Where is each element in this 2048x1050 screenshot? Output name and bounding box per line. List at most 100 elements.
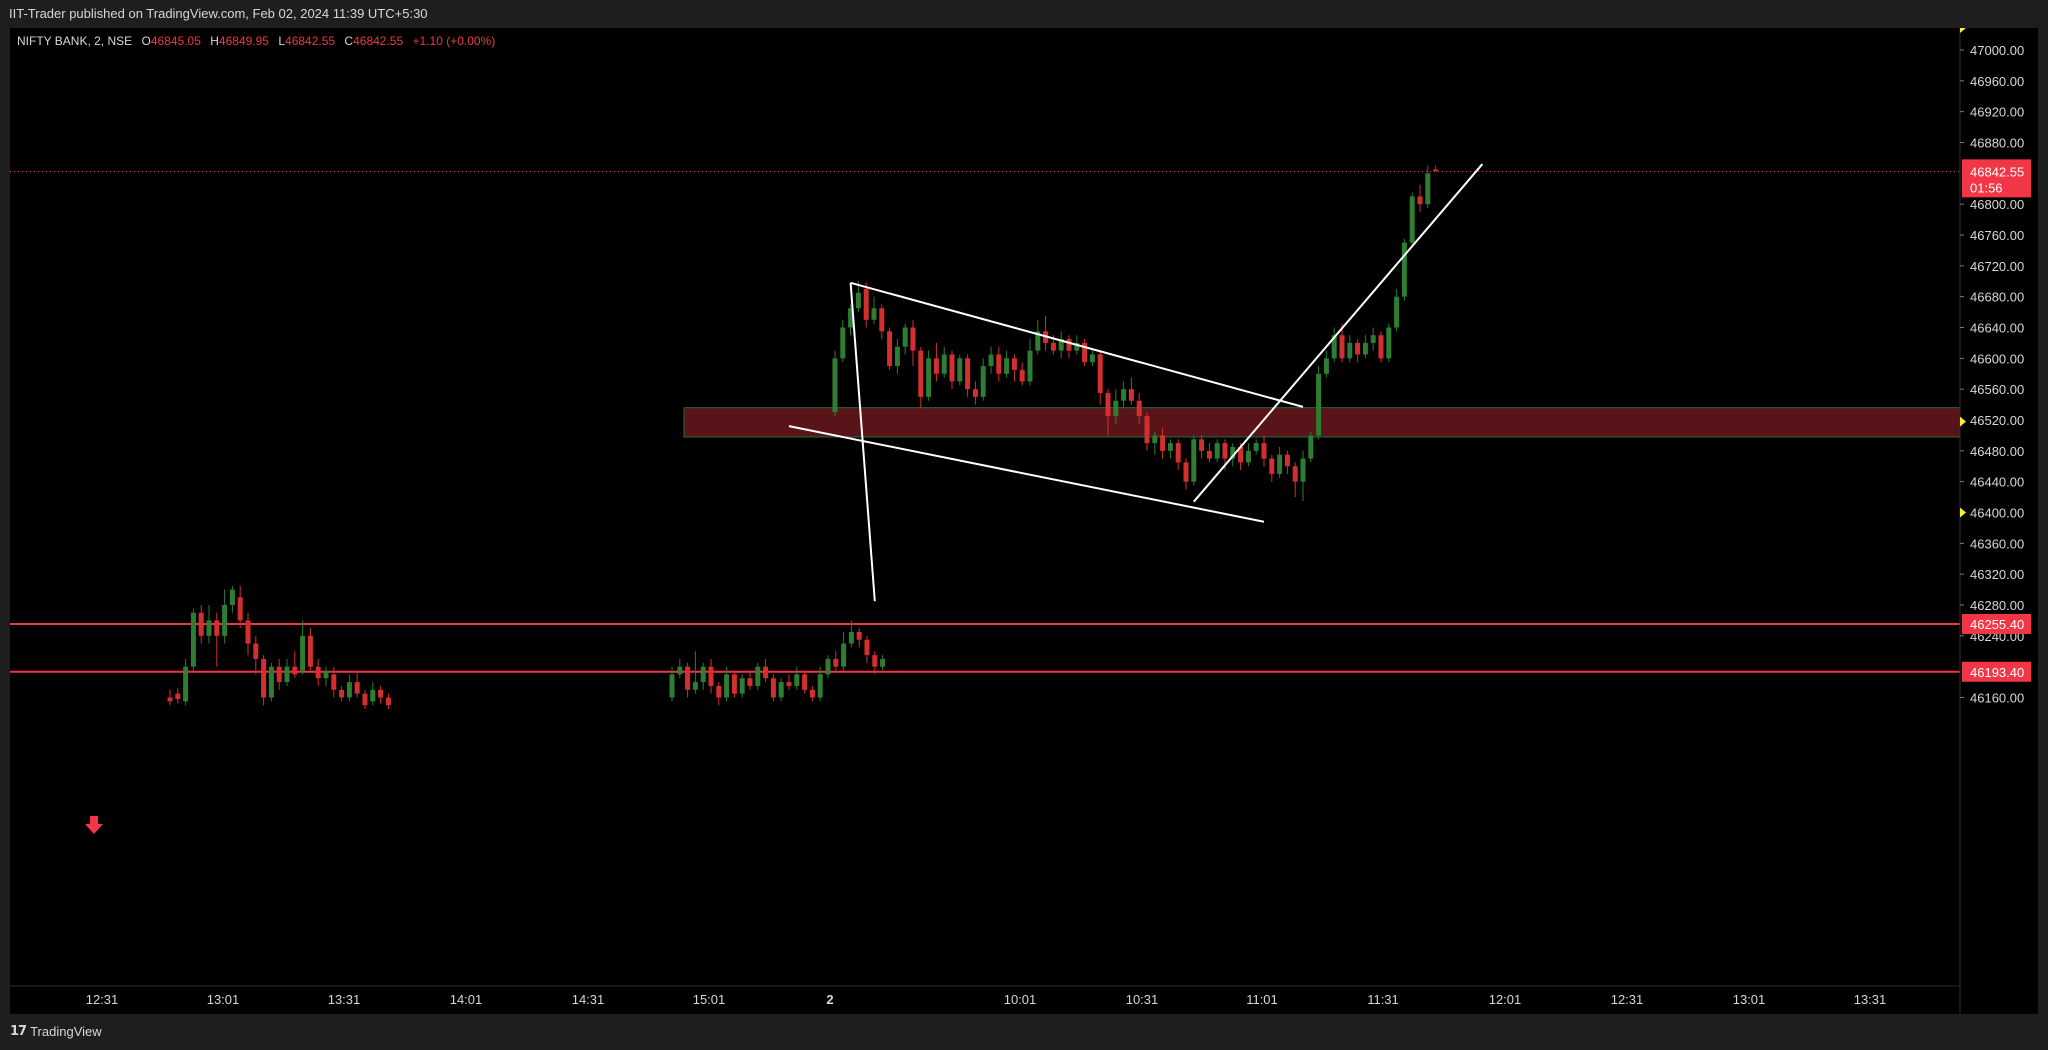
time-tick-label: 13:31 (1854, 992, 1887, 1007)
candle-body (222, 605, 228, 636)
trendline[interactable] (788, 425, 1265, 523)
candlestick-chart[interactable]: 47000.00 46960.00 46920.00 46880.00 46800.00… (10, 28, 2038, 1014)
candle-body (1323, 358, 1329, 374)
candle-body (307, 635, 313, 667)
candle-body (1331, 335, 1337, 359)
candle-body (1082, 342, 1088, 363)
last-price-badge (1962, 159, 2031, 198)
candle-body (214, 620, 220, 636)
down-arrow-icon[interactable] (85, 816, 103, 834)
candle-body (1409, 196, 1415, 243)
candle-body (988, 354, 994, 367)
candle-body (685, 666, 691, 690)
candle-body (1167, 443, 1173, 451)
candle-body (331, 674, 337, 690)
time-tick-label: 13:31 (328, 992, 361, 1007)
price-tick-label: 46760.00 (1970, 228, 2024, 243)
candle-body (1370, 335, 1376, 343)
price-tick-label: 46480.00 (1970, 444, 2024, 459)
candle-body (880, 658, 886, 667)
support-zone-box[interactable] (683, 407, 1961, 438)
time-tick-label: 14:31 (572, 992, 605, 1007)
level-price-badge (1962, 613, 2031, 634)
candle-body (1378, 335, 1384, 359)
candle-body (183, 666, 189, 702)
price-tick-label: 47000.00 (1970, 43, 2024, 58)
trendline[interactable] (850, 281, 1304, 408)
candle-body (315, 666, 321, 679)
candle-body (1050, 342, 1056, 351)
close-value: 46842.55 (353, 34, 404, 48)
time-tick-label: 12:01 (1489, 992, 1522, 1007)
time-tick-label: 10:31 (1126, 992, 1159, 1007)
candle-body (268, 666, 274, 698)
close-label: C (344, 34, 354, 48)
candle-body (1347, 342, 1353, 359)
candle-body (198, 612, 204, 636)
price-tick-label: 46320.00 (1970, 567, 2024, 582)
candle-body (1121, 389, 1127, 401)
candle-body (292, 666, 298, 675)
candle-body (276, 666, 282, 683)
candle-body (1113, 400, 1119, 417)
level-price-label: 46193.40 (1970, 665, 2024, 680)
time-tick-label: 2 (826, 992, 833, 1007)
candle-body (175, 693, 181, 700)
candle-body (1222, 443, 1228, 459)
trendline[interactable] (1193, 163, 1484, 503)
candle-body (941, 354, 947, 374)
candle-body (1300, 458, 1306, 482)
candle-body (872, 655, 878, 667)
candle-body (856, 631, 862, 640)
candle-body (1362, 342, 1368, 355)
time-tick-label: 13:01 (1733, 992, 1766, 1007)
candle-body (809, 689, 815, 698)
price-tick-label: 46600.00 (1970, 351, 2024, 366)
candle-body (1066, 339, 1072, 351)
plot-area[interactable] (10, 28, 1960, 986)
candle-body (972, 389, 978, 397)
price-tick-label: 46720.00 (1970, 259, 2024, 274)
price-tick-label: 46960.00 (1970, 74, 2024, 89)
candle-body (1011, 358, 1017, 370)
candle-body (747, 678, 753, 686)
candle-body (1206, 450, 1212, 459)
time-tick-label: 11:01 (1246, 992, 1278, 1007)
tradingview-logo[interactable]: 17 TradingView (10, 1024, 102, 1039)
candle-body (794, 674, 800, 686)
symbol-legend: NIFTY BANK, 2, NSE O46845.05 H46849.95 L… (17, 34, 495, 48)
tradingview-logo-text: TradingView (30, 1024, 102, 1039)
candle-body (339, 689, 345, 698)
candle-body (902, 327, 908, 347)
candle-body (1284, 454, 1290, 467)
candle-body (229, 589, 235, 605)
candle-body (1394, 296, 1400, 328)
candle-body (1308, 435, 1314, 459)
low-label: L (278, 34, 286, 48)
price-tick-label: 46440.00 (1970, 475, 2024, 490)
candle-body (910, 327, 916, 351)
candle-body (1175, 443, 1181, 463)
candle-body (1316, 373, 1322, 436)
time-axis-area[interactable] (10, 986, 2038, 1014)
candle-body (346, 682, 352, 698)
level-price-label: 46255.40 (1970, 617, 2024, 632)
publish-info: IIT-Trader published on TradingView.com,… (9, 6, 428, 21)
level-price-badge (1962, 661, 2031, 682)
candle-body (1433, 169, 1439, 172)
candle-body (1199, 439, 1205, 451)
candle-body (261, 658, 267, 698)
candle-body (1089, 354, 1095, 363)
candle-body (692, 682, 698, 690)
candle-body (918, 350, 924, 397)
candle-body (1269, 458, 1275, 474)
candle-body (700, 666, 706, 683)
candle-body (817, 674, 823, 698)
candle-body (739, 678, 745, 694)
open-label: O (141, 34, 151, 48)
candle-body (708, 666, 714, 686)
chart-frame[interactable]: 47000.00 46960.00 46920.00 46880.00 46800.00… (10, 28, 2038, 1014)
candle-body (840, 327, 846, 359)
candle-body (284, 666, 290, 683)
candle-body (996, 354, 1002, 374)
